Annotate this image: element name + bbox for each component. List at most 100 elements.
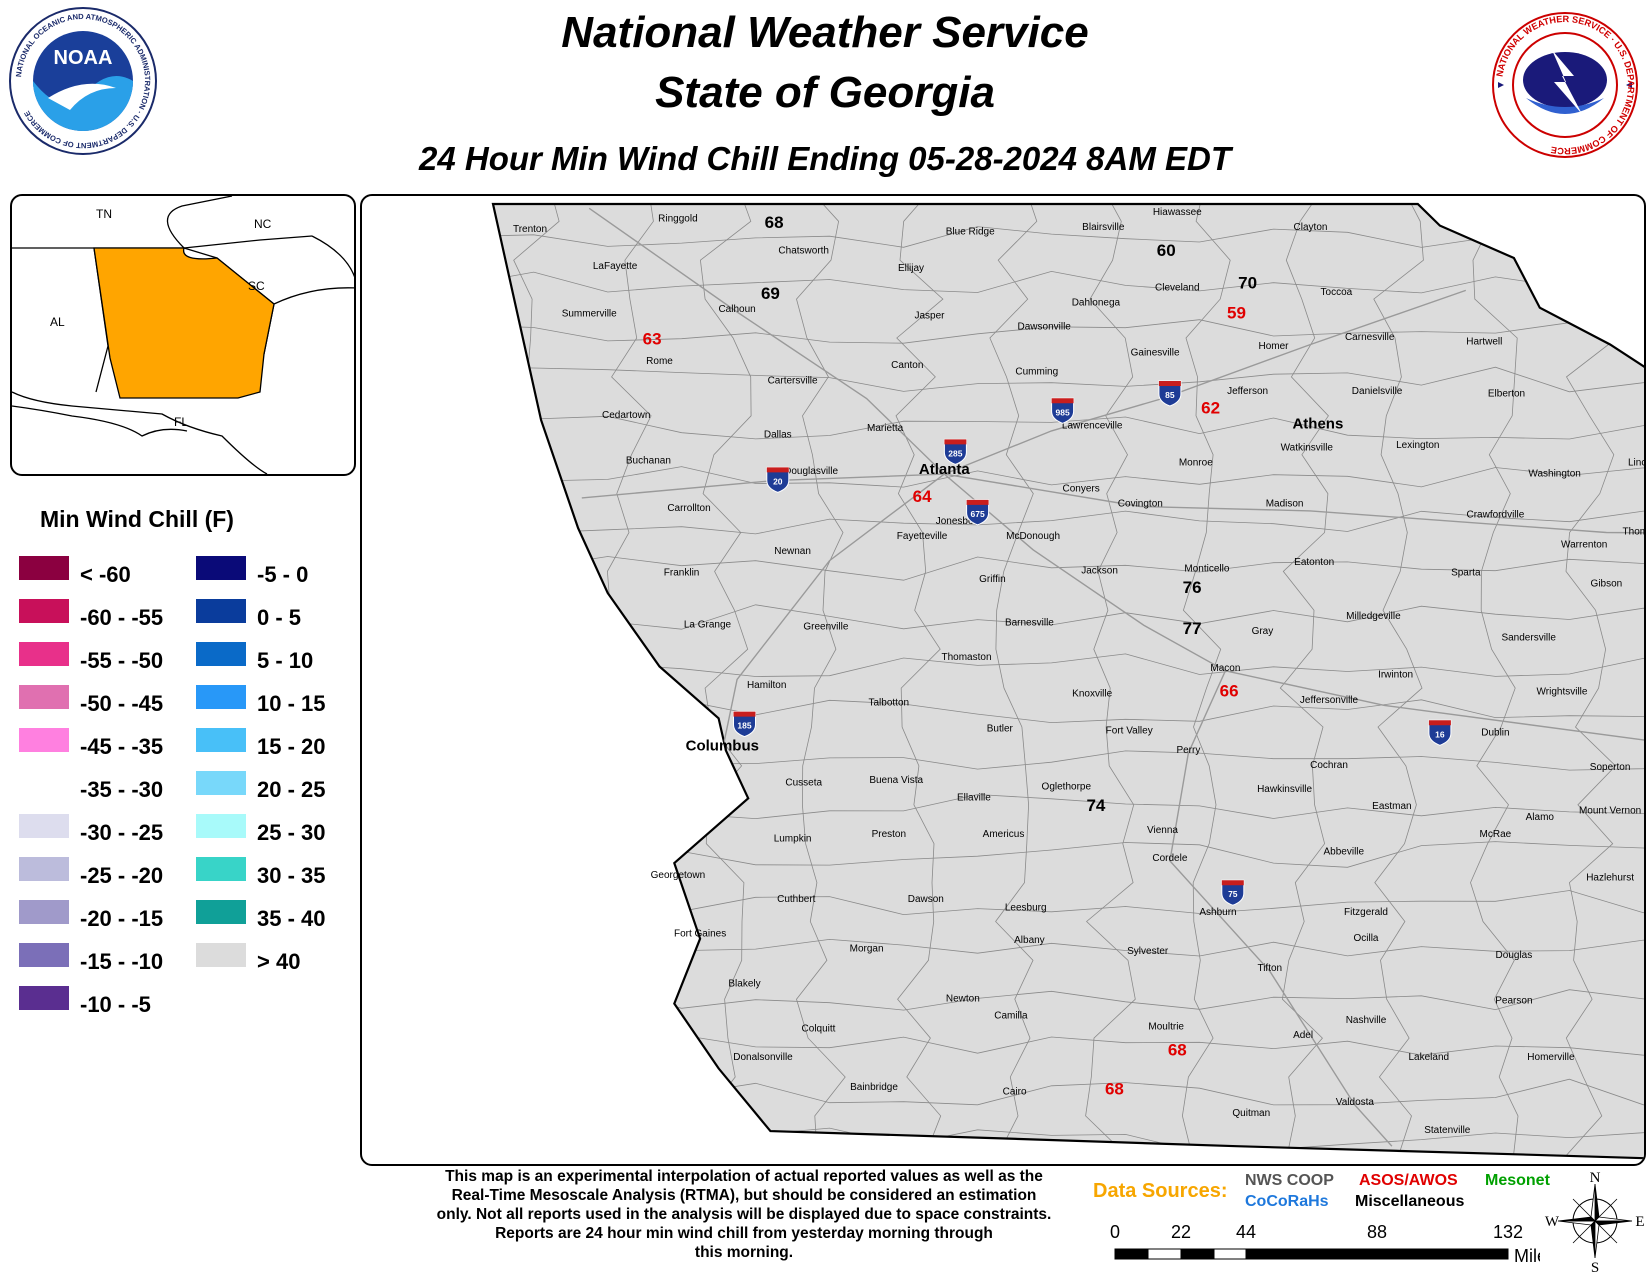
svg-text:185: 185 [737,721,751,731]
disclaimer-line: only. Not all reports used in the analys… [436,1206,1052,1223]
disclaimer-line: This map is an experimental interpolatio… [445,1168,1043,1185]
city-label: Fort Gaines [674,929,726,940]
city-label: Perry [1176,745,1200,756]
city-label: Hartwell [1466,337,1502,348]
observation-value: 68 [765,213,784,232]
legend-swatch [19,556,69,580]
interstate-shields: 9858528520675185167595 [733,380,1452,906]
observation-value: 60 [1157,241,1176,260]
city-label: Adel [1293,1030,1313,1041]
city-label: Carnesville [1345,332,1395,343]
scale-bar: 0 22 44 88 132 Miles [1110,1222,1540,1266]
disclaimer-line: Reports are 24 hour min wind chill from … [495,1225,993,1242]
city-label: Cochran [1310,760,1348,771]
city-label: Tifton [1257,963,1282,974]
city-label: Pearson [1495,996,1532,1007]
interstate-shield-icon: 285 [943,438,967,465]
city-label: Ellaville [957,792,991,803]
svg-text:985: 985 [1056,407,1070,417]
compass-rose: N S E W [1545,1170,1645,1274]
legend-label: -35 - -30 [80,777,164,802]
city-label: Hawkinsville [1257,784,1312,795]
observation-value: 77 [1183,619,1202,638]
svg-text:85: 85 [1165,390,1175,400]
legend-title: Min Wind Chill (F) [40,506,234,532]
legend-label: < -60 [80,562,131,587]
compass-n: N [1590,1170,1601,1186]
city-label: Covington [1118,499,1163,510]
city-label: Blue Ridge [946,226,995,237]
map-subtitle: 24 Hour Min Wind Chill Ending 05-28-2024… [419,140,1231,177]
city-label: Vienna [1147,825,1178,836]
city-label: Moultrie [1148,1022,1184,1033]
legend-label: 35 - 40 [257,906,326,931]
scale-tick: 44 [1236,1222,1256,1242]
scale-tick: 132 [1493,1222,1523,1242]
interstate-shield-icon: 16 [1428,719,1452,746]
city-label: Irwinton [1378,669,1413,680]
city-label: Elberton [1488,388,1525,399]
city-label: Eatonton [1294,557,1334,568]
city-label: Knoxville [1072,689,1112,700]
city-label: Lumpkin [774,834,812,845]
legend-label: -30 - -25 [80,820,164,845]
city-label: Jackson [1081,566,1118,577]
inset-label: SC [248,279,265,293]
legend-label: 15 - 20 [257,734,326,759]
city-label: Jonesboro [936,516,983,527]
city-label: Donalsonville [733,1052,793,1063]
city-label: Alamo [1526,812,1555,823]
observation-value: 59 [1227,304,1246,323]
city-label: Ocilla [1353,933,1378,944]
city-label: Albany [1014,935,1045,946]
city-label: Cleveland [1155,282,1199,293]
scale-tick: 88 [1367,1222,1387,1242]
compass-w: W [1545,1214,1560,1230]
city-label: Hamilton [747,680,786,691]
observation-value: 70 [1238,273,1257,292]
legend-label: -60 - -55 [80,605,164,630]
legend-label: 5 - 10 [257,648,314,673]
city-label: Nashville [1346,1015,1387,1026]
city-label: Lawrenceville [1062,421,1123,432]
legend-swatch [196,556,246,580]
legend-swatch [19,986,69,1010]
city-label: Valdosta [1336,1097,1375,1108]
city-label: Ringgold [658,213,697,224]
city-label: Fitzgerald [1344,907,1388,918]
city-label: Wrightsville [1537,687,1588,698]
city-label: Crawfordville [1467,509,1525,520]
svg-text:675: 675 [971,509,985,519]
city-label: Jeffersonville [1300,695,1359,706]
source-miscellaneous: Miscellaneous [1355,1193,1465,1210]
legend-swatch [19,771,69,795]
city-label: Milledgeville [1346,611,1401,622]
inset-label: FL [174,415,188,429]
city-label: Athens [1292,416,1343,433]
observation-value: 63 [643,330,662,349]
scale-unit: Miles [1514,1246,1540,1266]
legend-swatch [19,642,69,666]
svg-text:20: 20 [773,476,783,486]
legend-swatch [19,814,69,838]
disclaimer-line: Real-Time Mesoscale Analysis (RTMA), but… [451,1187,1037,1204]
city-label: Monroe [1179,458,1213,469]
city-label: Cartersville [768,375,818,386]
city-label: Watkinsville [1281,442,1334,453]
legend-swatch [196,943,246,967]
city-label: Trenton [513,224,547,235]
svg-text:285: 285 [948,448,962,458]
disclaimer-line: this morning. [694,1244,794,1261]
legend-label: -45 - -35 [80,734,164,759]
georgia-map: Trenton Ringgold LaFayette Summerville Rome C… [360,194,1646,1166]
city-label: Fayetteville [897,531,948,542]
state-fill [493,204,1644,1159]
city-label: Cuthbert [777,894,816,905]
city-label: McRae [1480,829,1512,840]
city-label: Summerville [562,308,617,319]
legend-label: 10 - 15 [257,691,326,716]
city-label: Greenville [803,622,848,633]
city-label: Oglethorpe [1042,782,1092,793]
city-label: Griffin [979,574,1006,585]
locator-inset-map: TN NC SC AL FL [10,194,356,476]
